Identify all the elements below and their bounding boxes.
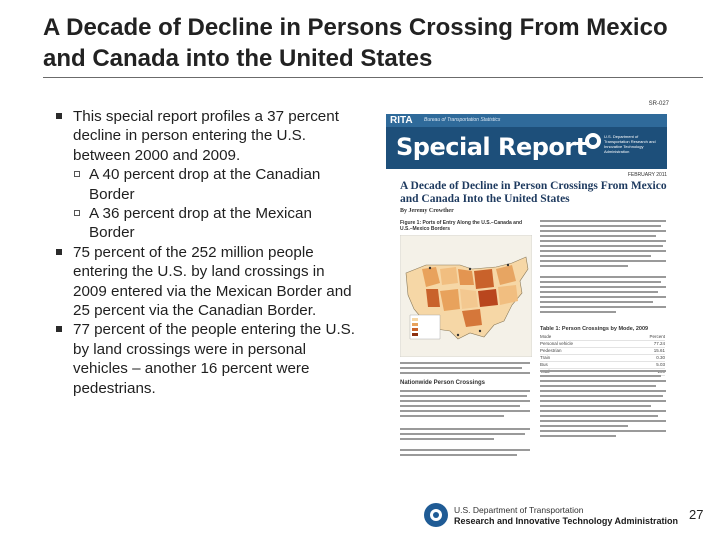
- sub-bullet-item: A 36 percent drop at the Mexican Border: [56, 204, 356, 243]
- table-row: Pedestrian 15.61: [540, 348, 665, 355]
- dot-logo-text: U.S. Department of Transportation Resear…: [604, 134, 656, 154]
- report-banner: RITA Bureau of Transportation Statistics…: [386, 114, 667, 169]
- table-row: Personal vehicle 77.24: [540, 341, 665, 348]
- bullet-text: 77 percent of the people entering the U.…: [73, 321, 356, 397]
- report-cover-image: SR-027 RITA Bureau of Transportation Sta…: [380, 100, 673, 485]
- footer-department: U.S. Department of Transportation: [454, 505, 584, 515]
- banner-band: [386, 114, 667, 127]
- sub-bullet-text: A 36 percent drop at the Mexican Border: [89, 205, 312, 242]
- report-author: By Jeremy Crowther: [400, 208, 454, 214]
- body-text-lines: [540, 370, 666, 440]
- dot-logo-icon: [424, 503, 448, 527]
- bullet-item: This special report profiles a 37 percen…: [56, 107, 356, 165]
- square-bullet-icon: [56, 248, 62, 255]
- bullet-text: This special report profiles a 37 percen…: [73, 108, 339, 164]
- report-table: Table 1: Person Crossings by Mode, 2009 …: [540, 326, 665, 376]
- footer-administration: Research and Innovative Technology Admin…: [454, 516, 679, 526]
- square-bullet-icon: [56, 326, 62, 333]
- rita-label: RITA: [390, 115, 413, 126]
- us-map-icon: [400, 235, 532, 357]
- table-row: Mode Percent: [540, 334, 665, 341]
- table-row: Train 0.30: [540, 355, 665, 362]
- report-number: SR-027: [648, 101, 669, 107]
- square-bullet-icon: [56, 113, 62, 119]
- bullet-text: 75 percent of the 252 million people ent…: [73, 243, 352, 320]
- hollow-square-bullet-icon: [74, 210, 80, 217]
- special-report-title: Special Report: [396, 133, 587, 161]
- report-title: A Decade of Decline in Person Crossings …: [400, 180, 667, 205]
- page-number: 27: [689, 507, 704, 522]
- bts-label: Bureau of Transportation Statistics: [424, 117, 501, 123]
- bullet-item: 77 percent of the people entering the U.…: [56, 320, 356, 398]
- report-date: FEBRUARY 2011: [627, 172, 667, 178]
- body-text-lines: [400, 390, 530, 459]
- sub-bullet-item: A 40 percent drop at the Canadian Border: [56, 165, 356, 204]
- bullet-item: 75 percent of the 252 million people ent…: [56, 243, 356, 321]
- slide-title: A Decade of Decline in Persons Crossing …: [43, 14, 668, 72]
- sub-bullet-text: A 40 percent drop at the Canadian Border: [89, 166, 321, 203]
- section-heading: Nationwide Person Crossings: [400, 380, 486, 386]
- figure-caption: Figure 1: Ports of Entry Along the U.S.–…: [400, 220, 523, 232]
- dot-logo-icon: [585, 133, 601, 149]
- title-divider: [43, 77, 703, 78]
- body-text-lines: [400, 362, 530, 377]
- body-text-lines: [540, 220, 666, 316]
- bullet-list: This special report profiles a 37 percen…: [56, 107, 356, 398]
- table-row: Bus 5.03: [540, 362, 665, 369]
- hollow-square-bullet-icon: [74, 171, 80, 178]
- table-title: Table 1: Person Crossings by Mode, 2009: [540, 326, 649, 332]
